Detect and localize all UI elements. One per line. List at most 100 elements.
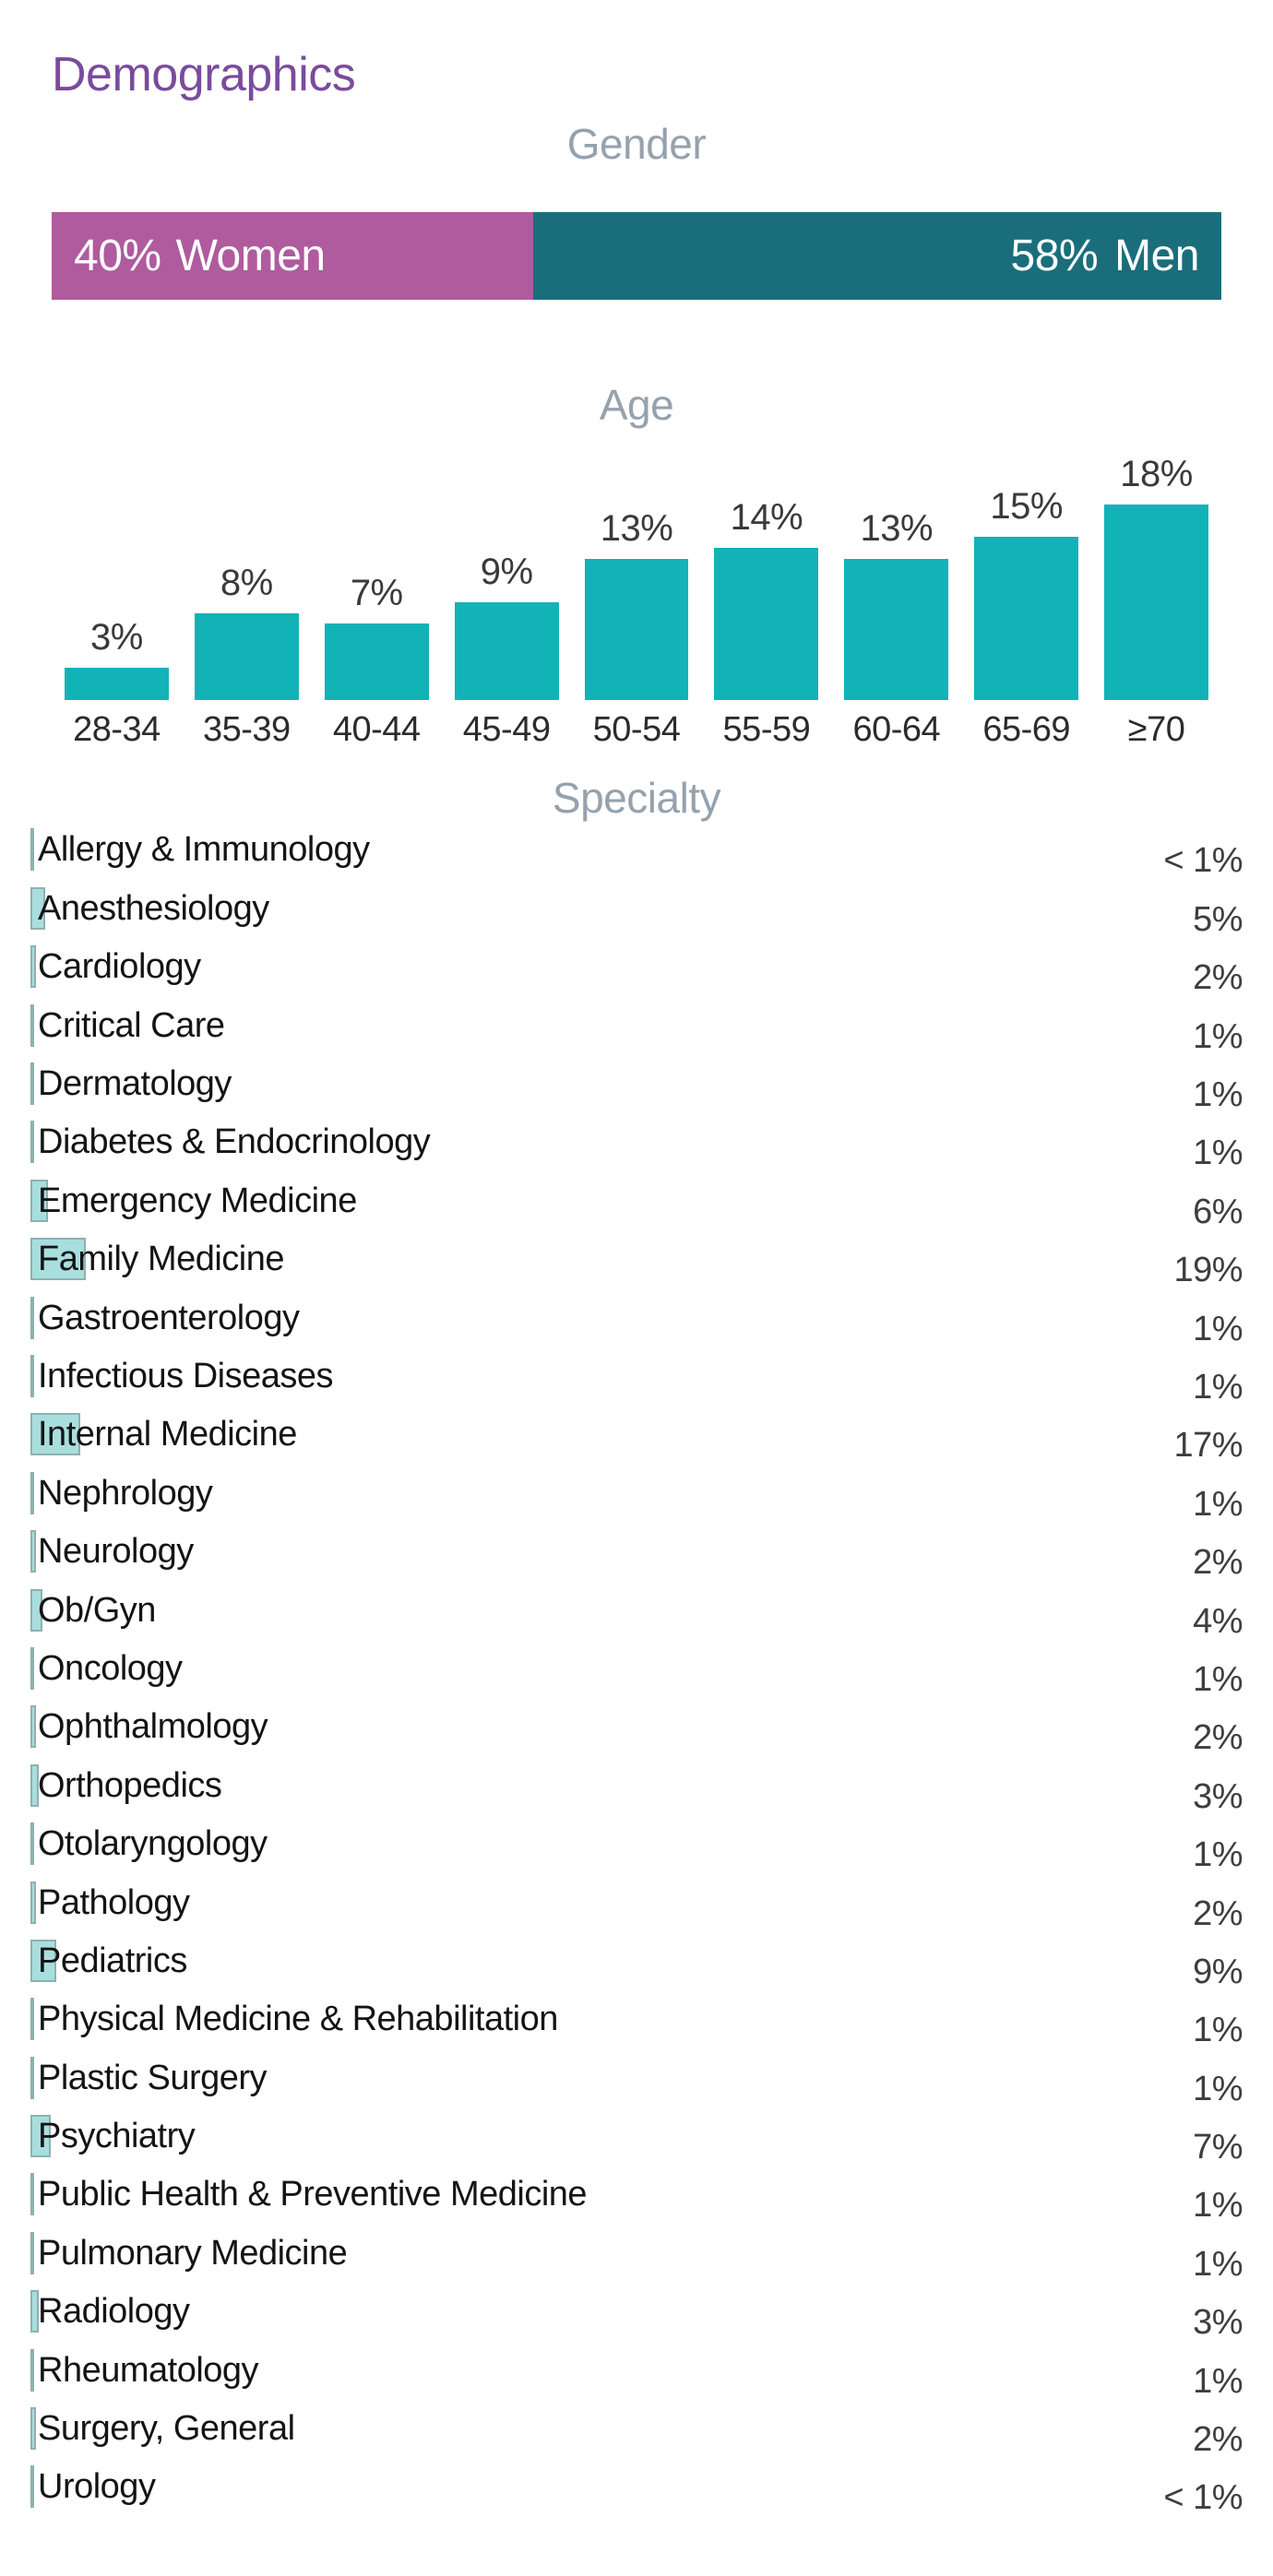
- specialty-label: Anesthesiology: [38, 888, 269, 928]
- gender-men-value: 58%: [1010, 231, 1099, 280]
- specialty-value: 1%: [1193, 1484, 1243, 1524]
- specialty-label: Internal Medicine: [38, 1415, 297, 1454]
- specialty-bar: [30, 2465, 34, 2509]
- age-value-label: 7%: [350, 573, 403, 614]
- specialty-label: Gastroenterology: [38, 1298, 300, 1337]
- specialty-value: 7%: [1193, 2128, 1243, 2167]
- specialty-label: Nephrology: [38, 1473, 213, 1513]
- specialty-value: 3%: [1193, 2303, 1243, 2343]
- specialty-row: Pathology 2%: [30, 1880, 1243, 1938]
- age-bar-group: 3% 28-34: [52, 617, 182, 752]
- age-bar: [454, 602, 559, 701]
- specialty-value: < 1%: [1163, 2478, 1243, 2518]
- specialty-label: Emergency Medicine: [38, 1181, 357, 1220]
- gender-women-value: 40%: [74, 231, 161, 280]
- age-bar: [194, 613, 299, 701]
- specialty-row: Psychiatry 7%: [30, 2113, 1243, 2171]
- specialty-row: Pulmonary Medicine 1%: [30, 2230, 1243, 2288]
- age-bar-group: 8% 35-39: [182, 563, 312, 752]
- gender-men-label: Men: [1114, 231, 1199, 280]
- specialty-label: Physical Medicine & Rehabilitation: [38, 2000, 558, 2039]
- specialty-bar-list: Allergy & Immunology < 1% Anesthesiology 5%…: [30, 826, 1243, 2522]
- specialty-value: 4%: [1193, 1601, 1243, 1641]
- specialty-label: Surgery, General: [38, 2409, 295, 2449]
- specialty-row: Orthopedics 3%: [30, 1763, 1243, 1821]
- specialty-bar: [30, 1238, 86, 1281]
- specialty-section-title: Specialty: [552, 773, 721, 822]
- specialty-row: Diabetes & Endocrinology 1%: [30, 1119, 1243, 1177]
- specialty-row: Urology < 1%: [30, 2463, 1243, 2522]
- specialty-label: Pathology: [38, 1882, 190, 1922]
- specialty-label: Critical Care: [38, 1005, 225, 1045]
- specialty-value: 1%: [1193, 1368, 1243, 1407]
- specialty-label: Infectious Diseases: [38, 1357, 334, 1395]
- specialty-value: 1%: [1193, 2361, 1243, 2401]
- age-value-label: 14%: [730, 497, 803, 539]
- age-bar-group: 9% 45-49: [442, 552, 572, 752]
- specialty-value: 1%: [1193, 1016, 1243, 1056]
- specialty-bar: [30, 2348, 34, 2392]
- gender-section: Gender 40% Women 58% Men: [52, 118, 1221, 300]
- specialty-value: 1%: [1193, 2011, 1243, 2050]
- specialty-bar: [30, 1705, 36, 1749]
- specialty-value: 2%: [1193, 1543, 1243, 1583]
- specialty-value: 2%: [1193, 1893, 1243, 1933]
- gender-women-segment: 40% Women: [52, 211, 533, 300]
- specialty-bar: [30, 828, 34, 872]
- page-title: Demographics: [52, 48, 356, 101]
- specialty-row: Allergy & Immunology < 1%: [30, 826, 1243, 884]
- specialty-row: Infectious Diseases 1%: [30, 1353, 1243, 1411]
- age-value-label: 18%: [1120, 454, 1193, 495]
- specialty-bar: [30, 2407, 36, 2451]
- specialty-row: Plastic Surgery 1%: [30, 2055, 1243, 2113]
- specialty-bar: [30, 1003, 34, 1047]
- specialty-row: Surgery, General 2%: [30, 2405, 1243, 2463]
- specialty-bar: [30, 1998, 34, 2041]
- specialty-bar: [30, 1355, 34, 1397]
- age-bar: [714, 548, 819, 701]
- specialty-value: < 1%: [1163, 841, 1243, 881]
- specialty-value: 1%: [1193, 1659, 1243, 1699]
- specialty-value: 6%: [1193, 1192, 1243, 1231]
- specialty-bar: [30, 2290, 39, 2333]
- age-bar-group: 15% 65-69: [961, 486, 1091, 752]
- specialty-bar: [30, 1939, 56, 1982]
- specialty-value: 1%: [1193, 2244, 1243, 2284]
- specialty-bar: [30, 1881, 36, 1924]
- specialty-value: 17%: [1173, 1426, 1243, 1466]
- specialty-value: 19%: [1173, 1251, 1243, 1290]
- age-category-label: 40-44: [332, 710, 421, 750]
- specialty-label: Oncology: [38, 1648, 183, 1688]
- specialty-label: Public Health & Preventive Medicine: [38, 2175, 588, 2214]
- age-value-label: 9%: [480, 552, 533, 593]
- specialty-section: Specialty Allergy & Immunology < 1% Anesth…: [30, 772, 1243, 2523]
- age-category-label: 55-59: [722, 710, 811, 750]
- specialty-bar: [30, 1179, 48, 1222]
- specialty-row: Physical Medicine & Rehabilitation 1%: [30, 1996, 1243, 2054]
- specialty-row: Nephrology 1%: [30, 1470, 1243, 1528]
- specialty-bar: [30, 2231, 34, 2274]
- age-bar-group: 13% 60-64: [831, 508, 961, 752]
- age-value-label: 13%: [860, 508, 934, 550]
- specialty-bar: [30, 1588, 42, 1632]
- specialty-row: Emergency Medicine 6%: [30, 1178, 1243, 1236]
- age-category-label: 28-34: [73, 710, 161, 750]
- gender-section-title: Gender: [566, 120, 707, 169]
- age-bar: [324, 623, 429, 701]
- specialty-bar: [30, 1471, 34, 1514]
- age-category-label: 35-39: [202, 710, 291, 750]
- specialty-row: Ophthalmology 2%: [30, 1703, 1243, 1762]
- specialty-row: Oncology 1%: [30, 1645, 1243, 1703]
- specialty-label: Diabetes & Endocrinology: [38, 1122, 431, 1162]
- age-bar: [844, 559, 949, 701]
- age-category-label: 50-54: [592, 710, 681, 750]
- specialty-bar: [30, 1062, 34, 1106]
- specialty-row: Otolaryngology 1%: [30, 1821, 1243, 1879]
- age-bar-group: 18% ≥70: [1091, 454, 1221, 752]
- gender-stacked-bar-chart: 40% Women 58% Men: [52, 211, 1221, 300]
- specialty-label: Psychiatry: [38, 2117, 196, 2156]
- specialty-row: Ob/Gyn 4%: [30, 1587, 1243, 1645]
- specialty-row: Public Health & Preventive Medicine 1%: [30, 2171, 1243, 2229]
- specialty-label: Otolaryngology: [38, 1824, 268, 1864]
- specialty-label: Pulmonary Medicine: [38, 2233, 348, 2273]
